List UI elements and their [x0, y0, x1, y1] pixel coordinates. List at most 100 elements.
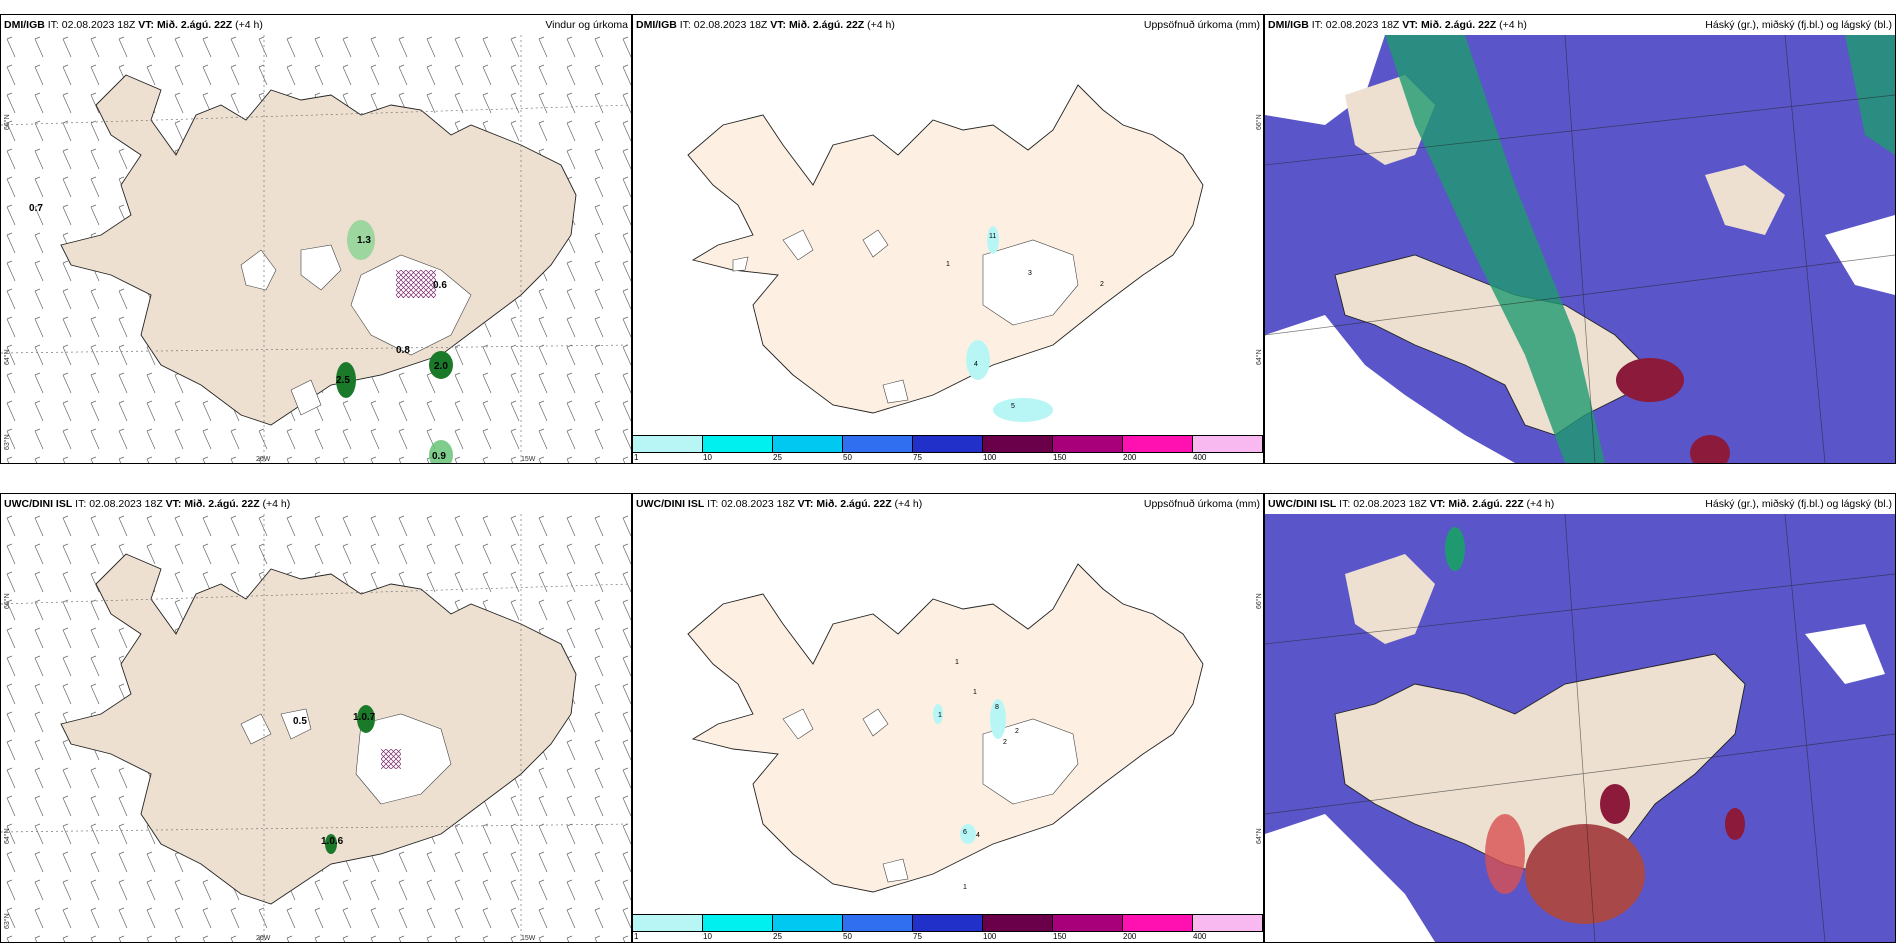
scale-cell: [843, 436, 913, 452]
model-name: DMI/IGB: [4, 19, 45, 31]
scale-cell: [773, 915, 843, 931]
scale-label: 200: [1123, 453, 1137, 462]
panel-header: DMI/IGB IT: 02.08.2023 18Z VT: Mið. 2.ág…: [633, 15, 1263, 35]
panel-title: Vindur og úrkoma: [545, 19, 628, 31]
panel-dmi-clouds: DMI/IGB IT: 02.08.2023 18Z VT: Mið. 2.ág…: [1264, 14, 1896, 464]
lon-label: 20W: [256, 456, 271, 463]
model-name: UWC/DINI ISL: [1268, 498, 1337, 510]
valid-time: Mið. 2.ágú. 22Z: [816, 498, 892, 510]
panel-title: Háský (gr.), miðský (fj.bl.) og lágský (…: [1705, 498, 1892, 510]
precip-value: 2: [1003, 739, 1007, 746]
lat-label: 63°N: [3, 434, 11, 450]
valid-time: Mið. 2.ágú. 22Z: [788, 19, 865, 31]
init-time: 02.08.2023 18Z: [721, 498, 795, 510]
init-time: 02.08.2023 18Z: [89, 498, 163, 510]
scale-cell: [843, 915, 913, 931]
model-name: DMI/IGB: [1268, 19, 1309, 31]
precip-value: 2.5: [336, 375, 350, 386]
accum-precip-map: 1 1 8 1 2 2 6 4 1 66°N 64°N: [633, 514, 1263, 912]
valid-time: Mið. 2.ágú. 22Z: [1420, 19, 1497, 31]
scale-cell: [983, 436, 1053, 452]
panel-uwc-clouds: UWC/DINI ISL IT: 02.08.2023 18Z VT: Mið.…: [1264, 493, 1896, 943]
scale-label: 200: [1123, 932, 1137, 941]
precip-value: 6: [963, 829, 967, 836]
scale-cell: [983, 915, 1053, 931]
valid-time: Mið. 2.ágú. 22Z: [156, 19, 233, 31]
precip-value: 1: [973, 689, 977, 696]
precip-value: 2: [1015, 728, 1019, 735]
panel-title: Uppsöfnuð úrkoma (mm): [1143, 19, 1260, 31]
panel-header: DMI/IGB IT: 02.08.2023 18Z VT: Mið. 2.ág…: [1265, 15, 1895, 35]
panel-title: Uppsöfnuð úrkoma (mm): [1143, 498, 1260, 510]
model-name: UWC/DINI ISL: [4, 498, 73, 510]
wind-precip-map: 0.7 1.3 0.6 0.8 2.5 2.0 0.9 66°N 64°N 63…: [1, 35, 631, 463]
scale-cell: [913, 915, 983, 931]
lat-label: 64°N: [1255, 349, 1263, 365]
iceland-landmass: [687, 84, 1204, 414]
lat-label: 66°N: [3, 114, 11, 130]
precip-color-scale: [633, 914, 1263, 932]
precip-value: 1.0.6: [321, 836, 344, 847]
precip-scale-labels: 1 10 25 50 75 100 150 200 400: [633, 453, 1263, 463]
model-name: UWC/DINI ISL: [636, 498, 705, 510]
scale-cell: [1123, 436, 1193, 452]
precip-value: 11: [989, 233, 996, 240]
precip-value: 1.3: [357, 235, 371, 246]
scale-label: 50: [843, 453, 852, 462]
precip-value: 4: [976, 832, 980, 839]
lat-label: 64°N: [3, 828, 11, 844]
panel-dmi-wind-precip: DMI/IGB IT: 02.08.2023 18Z VT: Mið. 2.ág…: [0, 14, 632, 464]
lat-label: 64°N: [3, 349, 11, 365]
scale-cell: [633, 436, 703, 452]
precip-value: 1: [963, 884, 967, 891]
scale-label: 75: [913, 932, 922, 941]
precip-value: 0.8: [396, 345, 410, 356]
precip-value: 0.5: [293, 716, 307, 727]
init-time: 02.08.2023 18Z: [61, 19, 136, 31]
scale-label: 50: [843, 932, 852, 941]
scale-cell: [703, 915, 773, 931]
scale-cell: [1053, 436, 1123, 452]
panel-header: UWC/DINI ISL IT: 02.08.2023 18Z VT: Mið.…: [633, 494, 1263, 514]
scale-label: 100: [983, 932, 997, 941]
valid-time: Mið. 2.ágú. 22Z: [1448, 498, 1524, 510]
accum-precip-map: 11 1 3 2 4 5 4 66°N 64°N: [633, 35, 1263, 433]
scale-cell: [913, 436, 983, 452]
scale-label: 25: [773, 453, 782, 462]
lat-label: 64°N: [1255, 828, 1263, 844]
lon-label: 15W: [521, 456, 536, 463]
precip-value: 0.6: [433, 280, 447, 291]
precip-scale-labels: 1 10 25 50 75 100 150 200 400: [633, 932, 1263, 942]
precip-value: 2.0: [434, 361, 448, 372]
init-time: 02.08.2023 18Z: [1325, 19, 1400, 31]
cloud-map: [1265, 514, 1895, 942]
lat-label: 66°N: [3, 593, 11, 609]
scale-cell: [773, 436, 843, 452]
panel-header: UWC/DINI ISL IT: 02.08.2023 18Z VT: Mið.…: [1, 494, 631, 514]
precip-value: 1.0.7: [353, 712, 376, 723]
cloud-map: [1265, 35, 1895, 463]
precip-value: 5: [1011, 403, 1015, 410]
lon-label: 20W: [256, 935, 271, 942]
scale-label: 1: [634, 932, 639, 941]
lat-label: 63°N: [3, 913, 11, 929]
precip-value: 8: [995, 704, 999, 711]
scale-label: 150: [1053, 453, 1067, 462]
scale-label: 400: [1193, 453, 1207, 462]
lat-label: 66°N: [1255, 593, 1263, 609]
lat-label: 66°N: [1255, 114, 1263, 130]
panel-title: Háský (gr.), miðský (fj.bl.) og lágský (…: [1705, 19, 1892, 31]
scale-cell: [1193, 915, 1263, 931]
scale-label: 25: [773, 932, 782, 941]
panel-header: UWC/DINI ISL IT: 02.08.2023 18Z VT: Mið.…: [1265, 494, 1895, 514]
precip-value: 3: [1028, 270, 1032, 277]
iceland-landmass: [1334, 653, 1746, 875]
model-name: DMI/IGB: [636, 19, 677, 31]
precip-color-scale: [633, 435, 1263, 453]
wind-precip-map: 0.5 1.0.7 1.0.6 66°N 64°N 63°N 20W 15W: [1, 514, 631, 942]
panel-dmi-accum-precip: DMI/IGB IT: 02.08.2023 18Z VT: Mið. 2.ág…: [632, 14, 1264, 464]
precip-value: 1: [955, 659, 959, 666]
scale-label: 10: [703, 932, 712, 941]
precip-value: 0.9: [432, 451, 446, 462]
scale-cell: [703, 436, 773, 452]
